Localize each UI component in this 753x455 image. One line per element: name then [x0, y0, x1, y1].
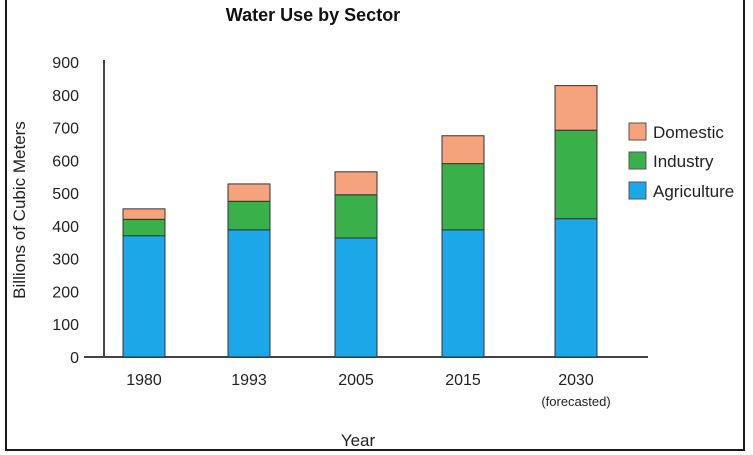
x-tick-label: 2005 — [338, 372, 374, 389]
y-tick-label: 0 — [70, 350, 79, 367]
legend-label: Domestic — [653, 123, 724, 142]
y-tick-label: 500 — [52, 186, 79, 203]
legend-swatch — [628, 181, 647, 200]
legend-label: Agriculture — [653, 182, 734, 201]
bar-domestic-1993 — [227, 183, 271, 202]
bar-agriculture-2030 — [554, 218, 598, 358]
bar-agriculture-2015 — [441, 229, 485, 358]
y-tick-label: 700 — [52, 121, 79, 138]
legend-item-industry: Industry — [628, 151, 714, 171]
bar-domestic-2015 — [441, 135, 485, 165]
y-tick-label: 600 — [52, 153, 79, 170]
y-tick-label: 100 — [52, 317, 79, 334]
x-tick-label: 1980 — [126, 372, 162, 389]
bars — [122, 85, 598, 358]
bar-industry-2005 — [334, 194, 378, 239]
y-tick-label: 400 — [52, 219, 79, 236]
chart-title: Water Use by Sector — [226, 5, 400, 25]
legend: Domestic Industry Agriculture — [628, 122, 734, 201]
bar-stack-1993 — [227, 183, 271, 358]
bar-stack-1980 — [122, 208, 166, 358]
y-axis-label: Billions of Cubic Meters — [10, 121, 29, 299]
bar-industry-2015 — [441, 163, 485, 231]
y-tick-label: 200 — [52, 284, 79, 301]
x-tick-sublabel: (forecasted) — [541, 394, 610, 409]
x-axis-ticks: 1980 1993 2005 2015 2030 (forecasted) — [126, 372, 610, 409]
legend-swatch — [628, 122, 647, 141]
bar-domestic-1980 — [122, 208, 166, 220]
bar-industry-1980 — [122, 218, 166, 237]
bar-agriculture-1993 — [227, 229, 271, 358]
legend-label: Industry — [653, 152, 714, 171]
legend-swatch — [628, 151, 647, 170]
bar-domestic-2005 — [334, 171, 378, 196]
bar-stack-2005 — [334, 171, 378, 358]
y-axis-ticks: 0 100 200 300 400 500 600 700 800 900 — [52, 55, 79, 367]
bar-industry-2030 — [554, 129, 598, 220]
y-tick-label: 900 — [52, 55, 79, 72]
x-tick-label: 1993 — [231, 372, 267, 389]
bar-domestic-2030 — [554, 85, 598, 131]
legend-item-agriculture: Agriculture — [628, 181, 734, 201]
x-tick-label: 2030 — [558, 372, 594, 389]
x-axis-label: Year — [341, 431, 376, 450]
bar-stack-2030 — [554, 85, 598, 358]
bar-stack-2015 — [441, 135, 485, 358]
y-tick-label: 300 — [52, 252, 79, 269]
y-tick-label: 800 — [52, 88, 79, 105]
legend-item-domestic: Domestic — [628, 122, 724, 142]
x-tick-label: 2015 — [445, 372, 481, 389]
bar-agriculture-2005 — [334, 237, 378, 358]
bar-industry-1993 — [227, 200, 271, 231]
bar-agriculture-1980 — [122, 235, 166, 358]
